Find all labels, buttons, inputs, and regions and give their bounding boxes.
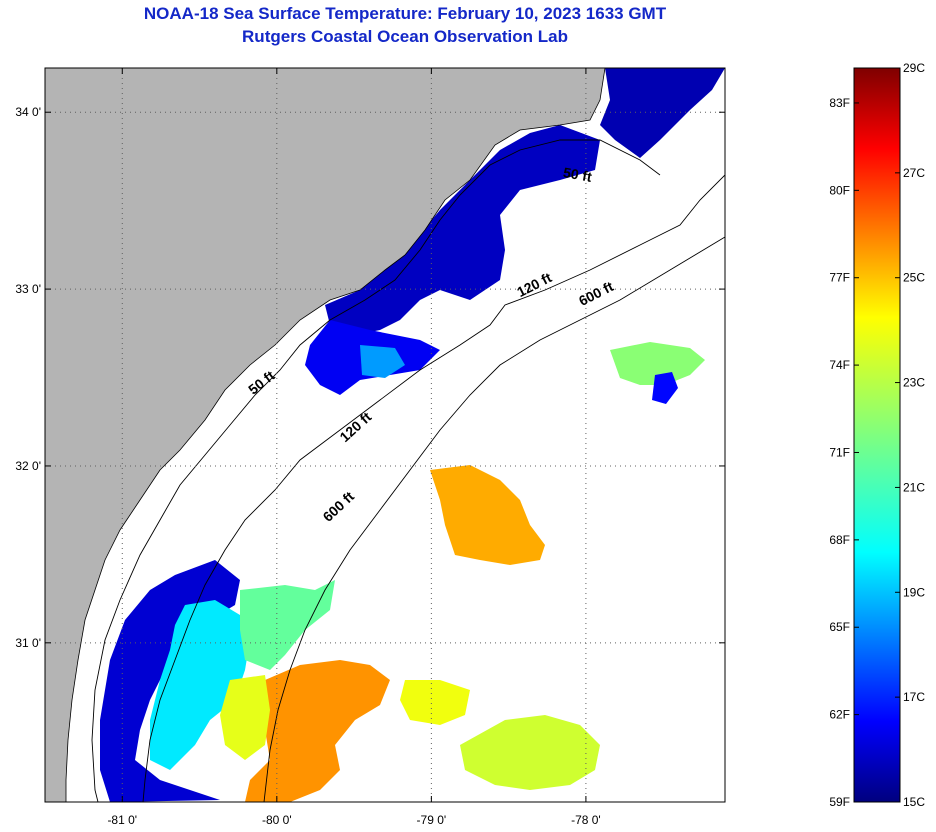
long-bay-cold-band (325, 125, 600, 335)
lon-tick-label: -79 0' (417, 813, 447, 827)
map-subtitle: Rutgers Coastal Ocean Observation Lab (242, 27, 568, 46)
colorbar-f-label: 71F (829, 445, 850, 459)
gulf-stream-orange-south (245, 660, 390, 802)
colorbar-f-label: 83F (829, 96, 850, 110)
georgia-green-patch (240, 580, 335, 670)
colorbar-f-label: 59F (829, 795, 850, 809)
colorbar-c-label: 15C (903, 795, 925, 809)
colorbar: 29C 27C 25C 23C 21C 19C 17C 15C 83F 80F 77F 74F 71F 6… (829, 61, 925, 809)
offshore-yellow-patch (460, 715, 600, 790)
colorbar-labels: 29C 27C 25C 23C 21C 19C 17C 15C 83F 80F 77F 74F 71F 6… (829, 61, 925, 809)
colorbar-f-label: 65F (829, 620, 850, 634)
offshore-cold-eddy (652, 372, 678, 404)
lat-lon-grid (45, 68, 725, 802)
colorbar-c-label: 27C (903, 166, 925, 180)
colorbar-f-label: 74F (829, 358, 850, 372)
offshore-green-patch (610, 342, 705, 385)
lat-tick-label: 34 0' (15, 105, 41, 119)
colorbar-c-label: 25C (903, 271, 925, 285)
charleston-mid-patch (360, 345, 405, 378)
lon-tick-label: -80 0' (262, 813, 292, 827)
lat-tick-label: 31 0' (15, 636, 41, 650)
colorbar-f-label: 80F (829, 183, 850, 197)
shelf-yellow-south (220, 675, 270, 760)
colorbar-c-label: 17C (903, 690, 925, 704)
colorbar-c-label: 23C (903, 376, 925, 390)
cape-fear-cold-patch (600, 68, 725, 158)
contour-label: 50 ft (562, 164, 593, 185)
lon-tick-label: -78 0' (571, 813, 601, 827)
colorbar-gradient (853, 67, 901, 803)
colorbar-f-label: 68F (829, 533, 850, 547)
axis-ticks: -81 0' -80 0' -79 0' -78 0' 34 0' 33 0' 32 0' 3… (15, 68, 725, 827)
lon-tick-label: -81 0' (107, 813, 137, 827)
colorbar-c-label: 21C (903, 480, 925, 494)
isobath-120ft (142, 174, 725, 802)
southeast-yellow-patch (400, 680, 470, 725)
isobath-50ft (91, 139, 661, 802)
gulf-stream-orange-north (430, 465, 545, 565)
isobath-600ft (263, 236, 725, 802)
lat-tick-label: 33 0' (15, 282, 41, 296)
land-mass (45, 68, 606, 802)
map-frame (44, 67, 726, 803)
colorbar-f-label: 77F (829, 271, 850, 285)
lat-tick-label: 32 0' (15, 459, 41, 473)
map-title: NOAA-18 Sea Surface Temperature: Februar… (143, 4, 667, 23)
colorbar-c-label: 19C (903, 585, 925, 599)
colorbar-c-label: 29C (903, 61, 925, 75)
colorbar-f-label: 62F (829, 708, 850, 722)
